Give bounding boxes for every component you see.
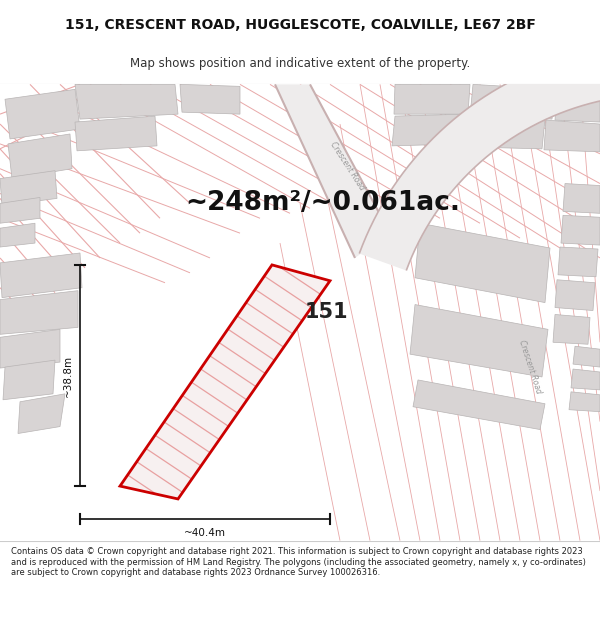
Polygon shape (18, 394, 65, 434)
Polygon shape (180, 84, 240, 114)
Text: Map shows position and indicative extent of the property.: Map shows position and indicative extent… (130, 57, 470, 70)
Polygon shape (3, 360, 55, 400)
Polygon shape (410, 304, 548, 377)
Polygon shape (415, 223, 550, 302)
Polygon shape (392, 114, 465, 146)
Polygon shape (571, 369, 600, 390)
Polygon shape (0, 223, 35, 247)
Polygon shape (553, 314, 590, 344)
Polygon shape (544, 120, 600, 152)
Polygon shape (0, 198, 40, 223)
Polygon shape (0, 253, 82, 298)
Polygon shape (555, 89, 600, 122)
Polygon shape (359, 46, 600, 271)
Polygon shape (120, 265, 330, 499)
Polygon shape (5, 89, 80, 139)
Text: ~38.8m: ~38.8m (63, 354, 73, 396)
Polygon shape (275, 84, 390, 258)
Text: ~248m²/~0.061ac.: ~248m²/~0.061ac. (185, 191, 460, 216)
Polygon shape (558, 247, 598, 277)
Polygon shape (8, 134, 72, 179)
Polygon shape (75, 116, 157, 151)
Polygon shape (0, 291, 78, 334)
Text: Contains OS data © Crown copyright and database right 2021. This information is : Contains OS data © Crown copyright and d… (11, 548, 586, 577)
Polygon shape (75, 84, 178, 119)
Text: Crescent Road: Crescent Road (328, 140, 366, 192)
Polygon shape (569, 392, 600, 412)
Polygon shape (470, 84, 555, 119)
Polygon shape (561, 215, 600, 245)
Polygon shape (563, 184, 600, 213)
Text: 151, CRESCENT ROAD, HUGGLESCOTE, COALVILLE, LE67 2BF: 151, CRESCENT ROAD, HUGGLESCOTE, COALVIL… (65, 18, 535, 32)
Text: Crescent Road: Crescent Road (517, 339, 543, 395)
Polygon shape (465, 116, 545, 149)
Polygon shape (555, 280, 595, 311)
Polygon shape (413, 380, 545, 429)
Polygon shape (0, 329, 60, 368)
Text: ~40.4m: ~40.4m (184, 528, 226, 538)
Polygon shape (394, 84, 470, 114)
Polygon shape (0, 171, 57, 206)
Polygon shape (573, 346, 600, 367)
Text: 151: 151 (305, 302, 349, 322)
